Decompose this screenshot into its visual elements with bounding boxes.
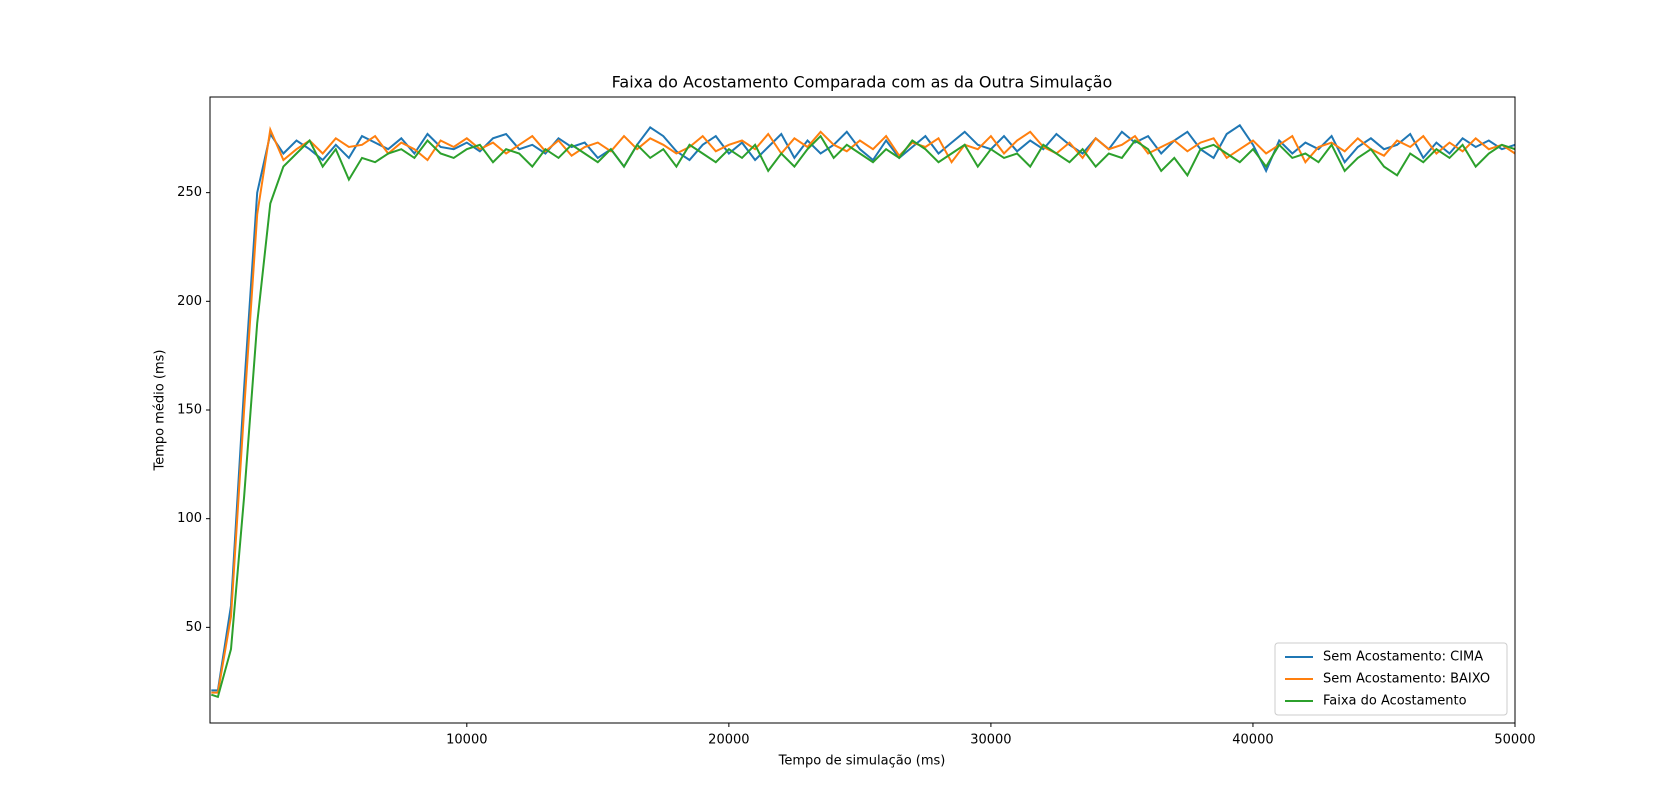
x-tick-label: 40000: [1232, 733, 1273, 748]
series-line: [211, 123, 1515, 692]
plot-frame: [209, 96, 1516, 724]
y-tick-label: 250: [177, 185, 202, 200]
y-tick-label: 200: [177, 294, 202, 309]
y-axis-label: Tempo médio (ms): [153, 350, 168, 472]
legend-label: Sem Acostamento: BAIXO: [1323, 672, 1490, 687]
legend-label: Sem Acostamento: CIMA: [1323, 650, 1483, 665]
y-tick-label: 150: [177, 403, 202, 418]
y-tick-label: 100: [177, 511, 202, 526]
x-tick-label: 30000: [970, 733, 1011, 748]
x-tick-label: 20000: [708, 733, 749, 748]
legend-box: [1274, 642, 1508, 716]
chart-title: Faixa do Acostamento Comparada com as da…: [612, 73, 1113, 92]
y-tick-label: 50: [185, 620, 202, 635]
legend-label: Faixa do Acostamento: [1323, 694, 1467, 709]
series-line: [210, 134, 1515, 699]
series-line: [211, 126, 1515, 694]
x-tick-label: 50000: [1494, 733, 1535, 748]
x-axis-label: Tempo de simulação (ms): [778, 754, 946, 769]
x-tick-label: 10000: [446, 733, 487, 748]
